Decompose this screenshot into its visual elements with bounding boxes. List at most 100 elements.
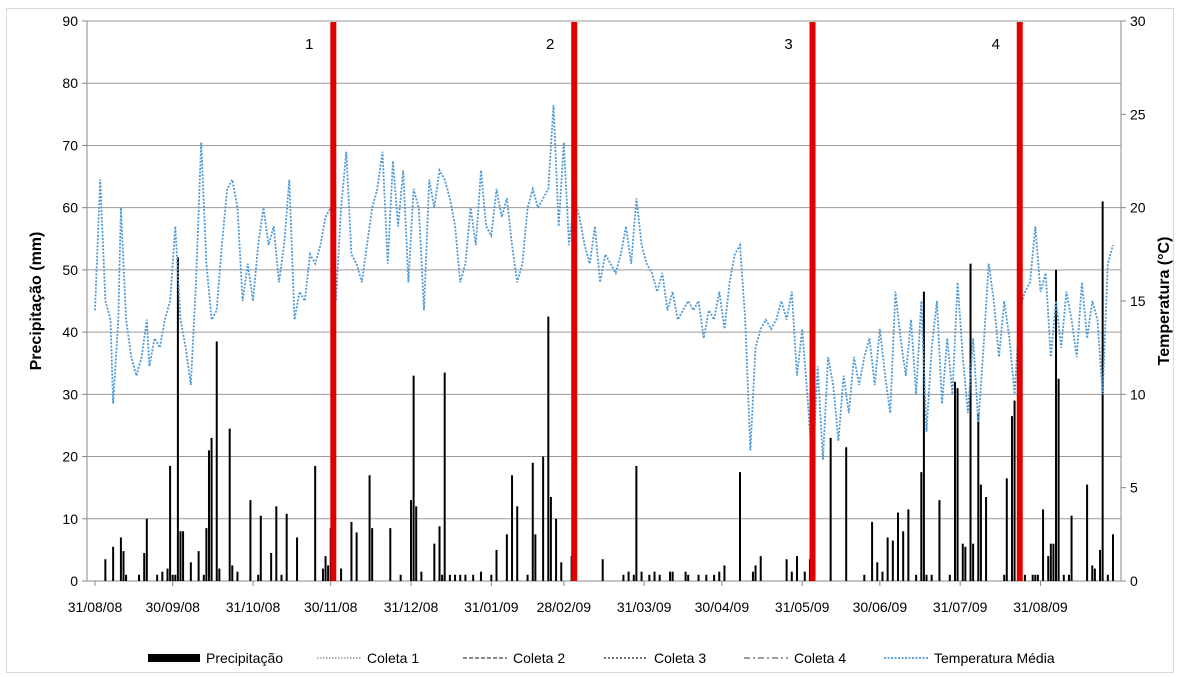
precipitation-bar bbox=[1086, 484, 1089, 581]
precipitation-bar bbox=[1049, 543, 1052, 581]
precipitation-bar bbox=[511, 475, 514, 581]
precipitation-bar bbox=[176, 257, 179, 581]
precipitation-bar bbox=[977, 413, 980, 581]
precipitation-bar bbox=[907, 509, 910, 581]
precipitation-bar bbox=[1042, 509, 1045, 581]
precipitation-bar bbox=[961, 543, 964, 581]
left-tick-label: 0 bbox=[70, 573, 78, 589]
x-tick-label: 31/12/08 bbox=[384, 599, 439, 615]
precipitation-bar bbox=[1036, 574, 1039, 581]
precipitation-bar bbox=[205, 528, 208, 581]
x-tick-label: 31/07/09 bbox=[933, 599, 988, 615]
right-tick-label: 25 bbox=[1130, 106, 1146, 122]
precipitation-bar bbox=[1067, 574, 1070, 581]
left-tick-label: 40 bbox=[62, 324, 78, 340]
collection-marker-label: 3 bbox=[784, 36, 792, 53]
precipitation-bar bbox=[886, 537, 889, 581]
left-tick-label: 30 bbox=[62, 386, 78, 402]
precipitation-bar bbox=[169, 465, 172, 581]
precipitation-bar bbox=[1062, 574, 1065, 581]
precipitation-bar bbox=[871, 521, 874, 581]
precipitation-bar bbox=[1091, 565, 1094, 581]
precipitation-bar bbox=[350, 521, 353, 581]
precipitation-bar bbox=[601, 559, 604, 581]
x-tick-label: 30/11/08 bbox=[304, 599, 358, 615]
precipitation-bar bbox=[1031, 574, 1034, 581]
x-tick-label: 28/02/09 bbox=[537, 599, 592, 615]
precipitation-bar bbox=[143, 553, 146, 581]
precipitation-bar bbox=[902, 531, 905, 581]
x-tick-label: 31/08/08 bbox=[68, 599, 123, 615]
precipitation-bar bbox=[156, 574, 159, 581]
precipitation-bar bbox=[368, 475, 371, 581]
temperature-line-group bbox=[94, 104, 1114, 470]
collection-marker-label: 4 bbox=[992, 36, 1000, 53]
precipitation-bar bbox=[876, 562, 879, 581]
precipitation-bar bbox=[202, 574, 205, 581]
precipitation-bar bbox=[516, 506, 519, 581]
precipitation-bar bbox=[236, 571, 239, 581]
temperature-line bbox=[94, 104, 1114, 470]
precipitation-bar bbox=[171, 574, 174, 581]
x-tick-label: 30/06/09 bbox=[853, 599, 908, 615]
precipitation-bar bbox=[495, 549, 498, 581]
legend-swatch-precipitacao bbox=[148, 654, 200, 662]
precipitation-bar bbox=[1047, 556, 1050, 581]
precipitation-bar bbox=[697, 574, 700, 581]
precipitation-bar bbox=[145, 518, 148, 581]
legend-label: Coleta 1 bbox=[367, 650, 419, 666]
x-tick-label: 30/09/08 bbox=[145, 599, 200, 615]
precipitation-bar bbox=[549, 497, 552, 581]
precipitation-bar bbox=[863, 574, 866, 581]
right-tick-label: 10 bbox=[1130, 386, 1146, 402]
precipitation-bar bbox=[174, 574, 177, 581]
precipitation-bar bbox=[275, 506, 278, 581]
precipitation-bar bbox=[285, 513, 288, 581]
precipitation-bar bbox=[119, 537, 122, 581]
precipitation-bar bbox=[705, 574, 708, 581]
right-tick-label: 30 bbox=[1130, 13, 1146, 29]
left-tick-label: 20 bbox=[62, 449, 78, 465]
precipitation-bar bbox=[257, 574, 260, 581]
precipitation-bar bbox=[1070, 515, 1073, 581]
precipitation-bar bbox=[790, 571, 793, 581]
precipitation-bar bbox=[632, 574, 635, 581]
precipitation-bar bbox=[324, 556, 327, 581]
precipitation-bar bbox=[1055, 269, 1058, 581]
precipitation-bar bbox=[920, 472, 923, 581]
precipitation-bar bbox=[197, 551, 200, 581]
precipitation-bar bbox=[438, 526, 441, 581]
precipitation-bar bbox=[433, 543, 436, 581]
precipitation-bar bbox=[723, 565, 726, 581]
precipitation-bar bbox=[448, 574, 451, 581]
precipitation-bar bbox=[459, 574, 462, 581]
precipitation-bar bbox=[166, 568, 169, 581]
precipitation-bar bbox=[1052, 543, 1055, 581]
precipitation-bar bbox=[1057, 378, 1060, 581]
precipitation-bar bbox=[1023, 574, 1026, 581]
precipitation-bar bbox=[640, 571, 643, 581]
left-tick-label: 80 bbox=[62, 75, 78, 91]
precipitation-bar bbox=[653, 571, 656, 581]
precipitation-bar bbox=[389, 528, 392, 581]
precipitation-bar bbox=[125, 574, 128, 581]
precipitation-bar bbox=[713, 574, 716, 581]
precipitation-bar bbox=[560, 562, 563, 581]
precipitation-bar bbox=[930, 574, 933, 581]
precipitation-bar bbox=[327, 565, 330, 581]
precipitation-bar bbox=[751, 571, 754, 581]
legend-label: Temperatura Média bbox=[934, 650, 1055, 666]
precipitation-bar bbox=[542, 456, 545, 581]
precipitation-bar bbox=[161, 571, 164, 581]
precipitation-bar bbox=[531, 462, 534, 581]
precipitation-bar bbox=[410, 500, 413, 581]
legend-label: Precipitação bbox=[206, 650, 283, 666]
x-tick-label: 31/10/08 bbox=[226, 599, 281, 615]
precipitation-bar bbox=[122, 551, 125, 581]
precipitation-bars bbox=[104, 201, 1114, 581]
precipitation-bar bbox=[1099, 549, 1102, 581]
precipitation-bar bbox=[1005, 478, 1008, 581]
precipitation-bar bbox=[472, 574, 475, 581]
precipitation-bar bbox=[948, 574, 951, 581]
precipitation-bar bbox=[1106, 574, 1109, 581]
